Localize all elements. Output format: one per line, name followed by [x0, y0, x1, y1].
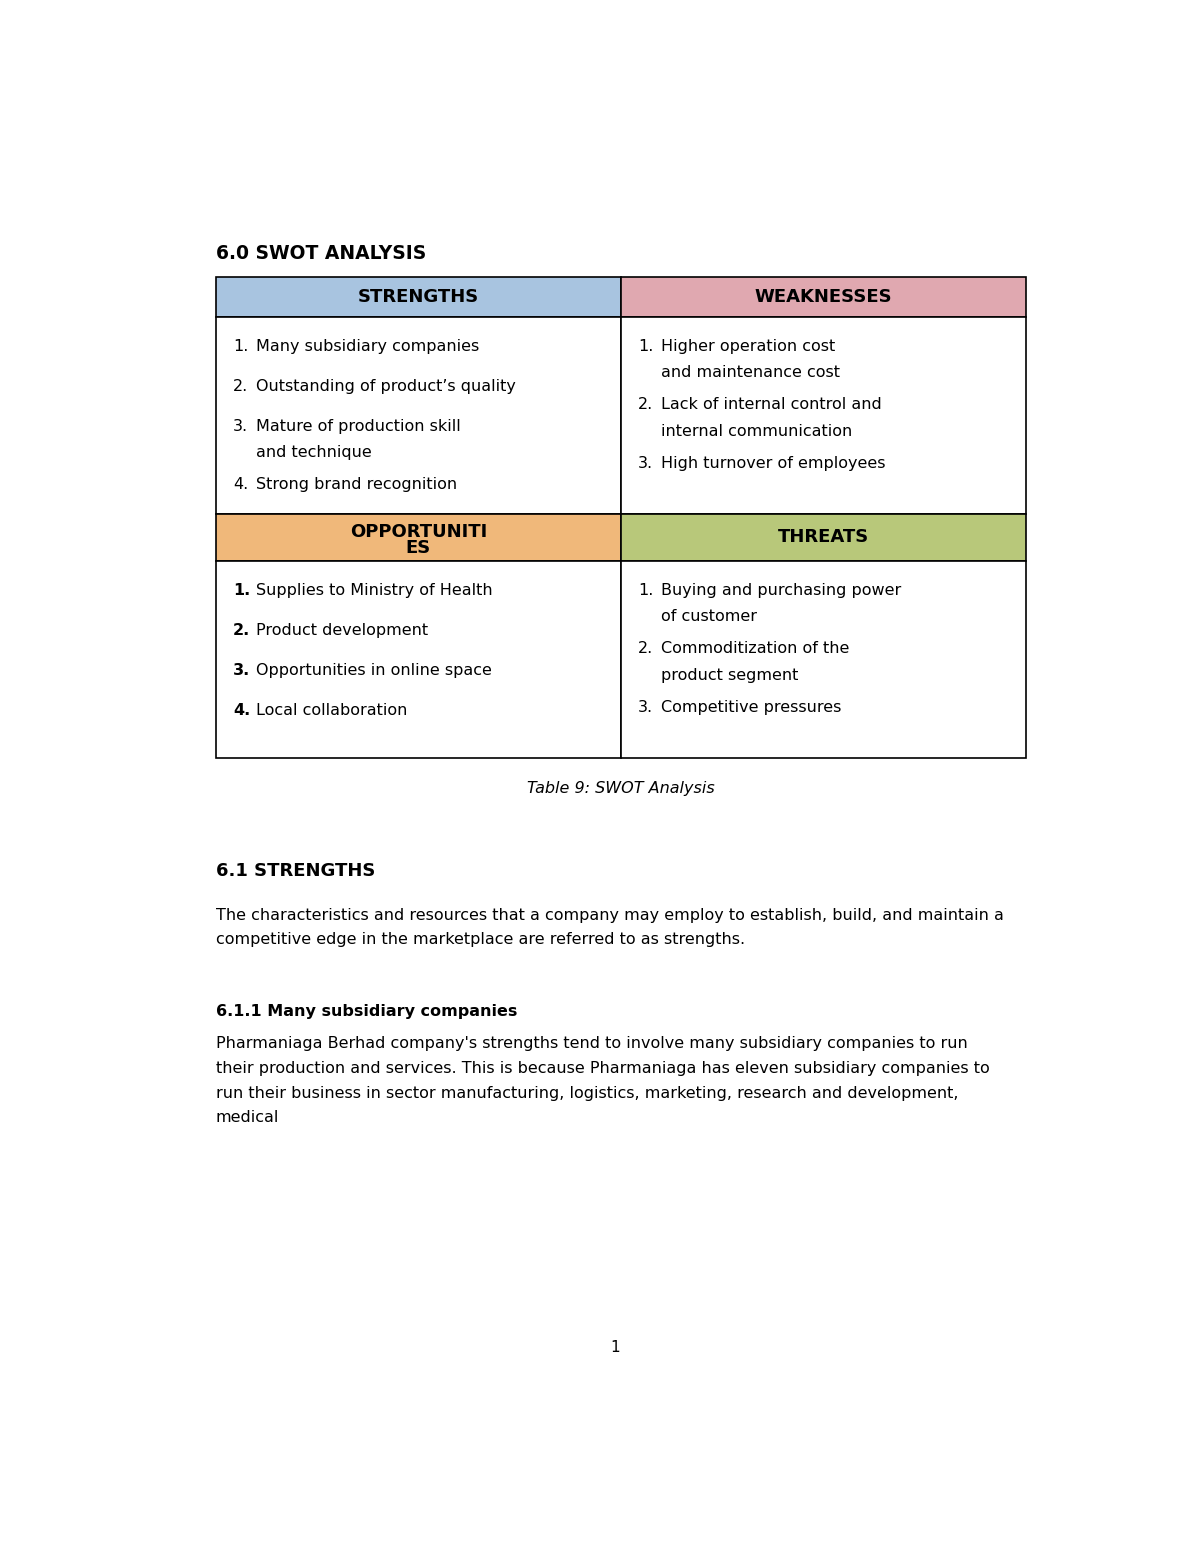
Text: Supplies to Ministry of Health: Supplies to Ministry of Health	[256, 582, 493, 598]
Text: 2.: 2.	[233, 623, 250, 638]
Text: 2.: 2.	[638, 398, 653, 413]
Text: Pharmaniaga Berhad company's strengths tend to involve many subsidiary companies: Pharmaniaga Berhad company's strengths t…	[216, 1036, 990, 1126]
Text: Buying and purchasing power: Buying and purchasing power	[661, 582, 901, 598]
Bar	[620, 278, 1026, 317]
Bar	[620, 561, 1026, 758]
Text: and maintenance cost: and maintenance cost	[661, 365, 840, 380]
Text: 1.: 1.	[233, 339, 248, 354]
Text: 6.1.1 Many subsidiary companies: 6.1.1 Many subsidiary companies	[216, 1005, 517, 1019]
Bar	[620, 514, 1026, 561]
Text: 1: 1	[610, 1340, 620, 1356]
Text: Many subsidiary companies: Many subsidiary companies	[256, 339, 480, 354]
Text: 3.: 3.	[233, 419, 248, 433]
Text: 6.1 STRENGTHS: 6.1 STRENGTHS	[216, 862, 376, 879]
Text: of customer: of customer	[661, 609, 757, 624]
Text: THREATS: THREATS	[778, 528, 869, 547]
Bar	[620, 317, 1026, 514]
Text: Higher operation cost: Higher operation cost	[661, 339, 835, 354]
Bar	[216, 278, 620, 317]
Text: 2.: 2.	[638, 641, 653, 657]
Text: 4.: 4.	[233, 477, 248, 492]
Text: 1.: 1.	[638, 582, 653, 598]
Text: Product development: Product development	[256, 623, 428, 638]
Text: internal communication: internal communication	[661, 424, 852, 438]
Text: STRENGTHS: STRENGTHS	[358, 289, 479, 306]
Bar	[216, 561, 620, 758]
Text: product segment: product segment	[661, 668, 798, 683]
Text: High turnover of employees: High turnover of employees	[661, 457, 886, 471]
Text: and technique: and technique	[256, 446, 372, 460]
Text: WEAKNESSES: WEAKNESSES	[755, 289, 892, 306]
Text: Competitive pressures: Competitive pressures	[661, 700, 841, 714]
Text: 2.: 2.	[233, 379, 248, 394]
Text: Opportunities in online space: Opportunities in online space	[256, 663, 492, 679]
Text: Mature of production skill: Mature of production skill	[256, 419, 461, 433]
Text: 4.: 4.	[233, 704, 250, 717]
Text: The characteristics and resources that a company may employ to establish, build,: The characteristics and resources that a…	[216, 909, 1003, 947]
Text: 3.: 3.	[638, 700, 653, 714]
Text: 3.: 3.	[233, 663, 250, 679]
Text: Lack of internal control and: Lack of internal control and	[661, 398, 882, 413]
Bar	[216, 317, 620, 514]
Bar	[216, 514, 620, 561]
Text: 1.: 1.	[638, 339, 653, 354]
Text: 3.: 3.	[638, 457, 653, 471]
Text: Commoditization of the: Commoditization of the	[661, 641, 850, 657]
Text: Outstanding of product’s quality: Outstanding of product’s quality	[256, 379, 516, 394]
Text: 6.0 SWOT ANALYSIS: 6.0 SWOT ANALYSIS	[216, 244, 426, 262]
Text: 1.: 1.	[233, 582, 250, 598]
Text: Table 9: SWOT Analysis: Table 9: SWOT Analysis	[527, 781, 715, 795]
Text: OPPORTUNITI: OPPORTUNITI	[349, 523, 487, 540]
Text: Strong brand recognition: Strong brand recognition	[256, 477, 457, 492]
Text: Local collaboration: Local collaboration	[256, 704, 408, 717]
Text: ES: ES	[406, 539, 431, 558]
